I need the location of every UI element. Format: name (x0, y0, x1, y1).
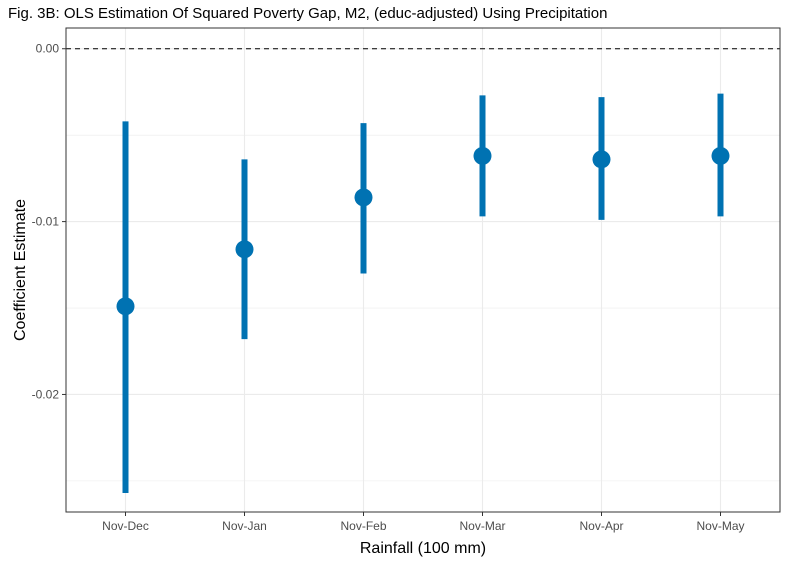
x-axis-title: Rainfall (100 mm) (360, 540, 486, 557)
point-nov-jan (235, 240, 254, 259)
x-tick-label: Nov-May (696, 519, 744, 533)
y-axis-title: Coefficient Estimate (12, 199, 29, 341)
x-tick-label: Nov-Feb (340, 519, 386, 533)
y-tick-label: -0.01 (32, 215, 60, 229)
point-nov-dec (116, 297, 135, 316)
x-tick-label: Nov-Mar (459, 519, 505, 533)
x-tick-label: Nov-Dec (102, 519, 149, 533)
point-nov-mar (473, 146, 492, 165)
point-nov-apr (592, 150, 611, 169)
point-nov-feb (354, 188, 373, 207)
x-tick-label: Nov-Jan (222, 519, 267, 533)
axis-layer: 0.00 -0.01 -0.02 Nov-Dec Nov-Jan Nov-Feb Nov-M… (32, 42, 745, 533)
point-nov-may (711, 146, 730, 165)
y-tick-label: -0.02 (32, 387, 60, 401)
y-tick-label: 0.00 (36, 42, 60, 56)
data-layer (116, 93, 730, 493)
x-tick-label: Nov-Apr (579, 519, 623, 533)
chart-title: Fig. 3B: OLS Estimation Of Squared Pover… (8, 5, 608, 22)
grid-layer (66, 28, 780, 512)
panel-border (65, 27, 781, 513)
